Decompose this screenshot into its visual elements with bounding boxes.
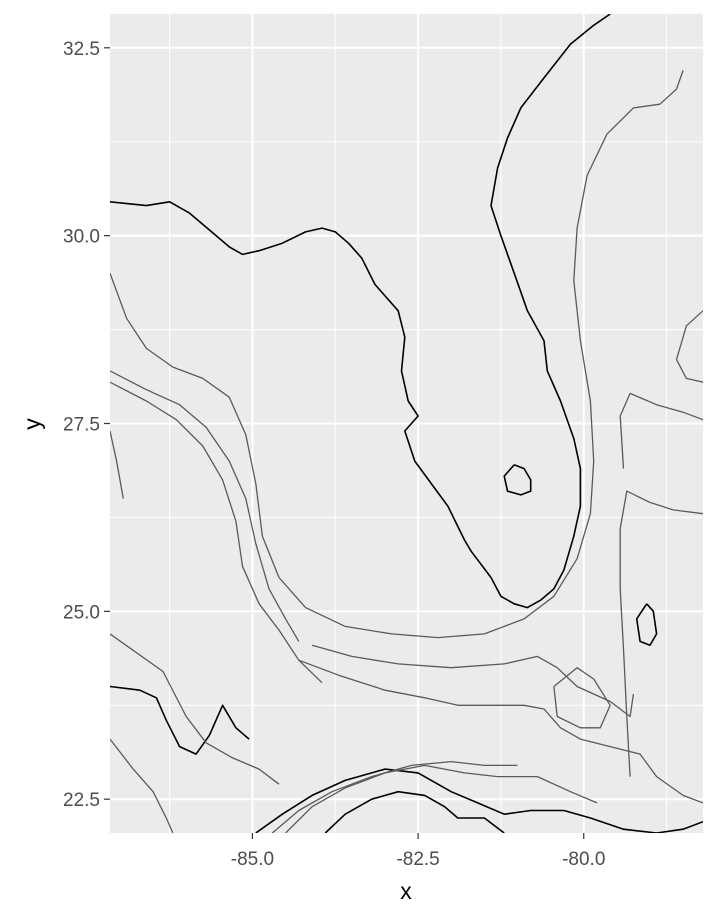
y-tick-label: 22.5 bbox=[63, 790, 100, 811]
isobath-line bbox=[110, 70, 684, 639]
x-tick-label: -82.5 bbox=[396, 849, 439, 870]
y-tick-label: 27.5 bbox=[63, 415, 100, 436]
isobath-line bbox=[675, 310, 703, 383]
isobath-line bbox=[311, 644, 635, 718]
x-tick-label: -80.0 bbox=[562, 849, 605, 870]
x-axis-ticks: -85.0 -82.5 -80.0 bbox=[231, 833, 605, 870]
isobath-line bbox=[285, 764, 598, 833]
coastline-island-line bbox=[635, 603, 658, 646]
isobath-line bbox=[110, 370, 300, 642]
y-axis-title: y bbox=[19, 418, 45, 430]
isobath-line bbox=[110, 738, 174, 833]
y-tick-label: 32.5 bbox=[63, 39, 100, 60]
coastline-line bbox=[110, 14, 611, 609]
x-axis-title: x bbox=[400, 878, 412, 904]
isobath-line bbox=[553, 667, 611, 729]
y-tick-label: 25.0 bbox=[63, 602, 100, 623]
x-tick-label: -85.0 bbox=[231, 849, 274, 870]
isobath-line bbox=[271, 760, 518, 833]
y-tick-label: 30.0 bbox=[63, 227, 100, 248]
isobath-line bbox=[110, 633, 280, 785]
y-axis-ticks: 22.5 25.0 27.5 30.0 32.5 bbox=[63, 39, 110, 811]
coastline-island-line bbox=[503, 464, 532, 496]
coastline-line bbox=[255, 768, 703, 833]
isobath-line bbox=[619, 392, 703, 469]
isobath-line bbox=[619, 490, 703, 777]
coastline-line bbox=[324, 790, 505, 833]
isobath-line bbox=[110, 430, 124, 499]
contour-lines bbox=[110, 14, 703, 833]
isobath-line bbox=[110, 381, 323, 684]
isobath-line bbox=[298, 659, 703, 804]
coastline-line bbox=[110, 685, 250, 755]
